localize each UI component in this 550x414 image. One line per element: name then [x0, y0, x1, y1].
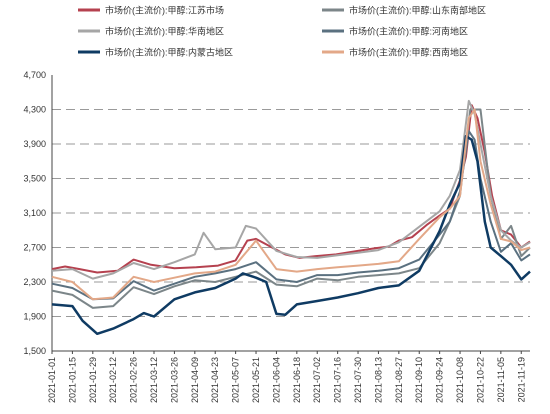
- y-tick-label: 2,300: [23, 277, 46, 287]
- x-tick-label: 2021-11-05: [496, 357, 506, 402]
- legend-label: 市场价(主流价):甲醇:山东南部地区: [349, 5, 486, 16]
- legend-label: 市场价(主流价):甲醇:内蒙古地区: [105, 47, 233, 58]
- x-tick-label: 2021-08-27: [394, 357, 404, 403]
- y-tick-label: 4,700: [23, 70, 46, 80]
- x-tick-label: 2021-04-23: [210, 357, 220, 403]
- series-line-4: [51, 130, 531, 301]
- y-tick-label: 3,500: [23, 174, 46, 184]
- y-tick-label: 1,900: [23, 312, 46, 322]
- series-line-1: [51, 104, 531, 274]
- x-tick-label: 2021-08-13: [373, 357, 383, 403]
- x-tick-label: 2021-01-29: [88, 357, 98, 403]
- x-tick-label: 2021-04-09: [190, 357, 200, 403]
- series-line-5: [51, 134, 531, 336]
- x-tick-label: 2021-10-08: [455, 357, 465, 403]
- legend-label: 市场价(主流价):甲醇:华南地区: [105, 26, 224, 37]
- legend: 市场价(主流价):甲醇:江苏市场 市场价(主流价):甲醇:山东南部地区市场价(主流…: [78, 5, 486, 58]
- x-tick-label: 2021-02-26: [129, 357, 139, 403]
- x-tick-label: 2021-11-19: [516, 357, 526, 402]
- x-tick-label: 2021-09-24: [435, 357, 445, 403]
- y-tick-label: 3,100: [23, 208, 46, 218]
- x-tick-label: 2021-01-01: [47, 357, 57, 403]
- x-axis: 2021-01-01 2021-01-15 2021-01-29 2021-02-12…: [47, 350, 530, 403]
- y-tick-label: 3,900: [23, 139, 46, 149]
- series-lines: [51, 99, 531, 336]
- x-tick-label: 2021-07-02: [312, 357, 322, 403]
- x-tick-label: 2021-05-07: [231, 357, 241, 403]
- y-tick-label: 2,700: [23, 243, 46, 253]
- x-tick-label: 2021-02-12: [108, 357, 118, 403]
- x-tick-label: 2021-05-21: [251, 357, 261, 403]
- y-tick-label: 4,300: [23, 105, 46, 115]
- x-tick-label: 2021-01-15: [67, 357, 77, 403]
- x-tick-label: 2021-03-26: [169, 357, 179, 403]
- legend-label: 市场价(主流价):甲醇:江苏市场: [105, 5, 224, 16]
- x-tick-label: 2021-06-18: [292, 357, 302, 403]
- series-line-3: [51, 99, 531, 280]
- x-tick-label: 2021-07-30: [353, 357, 363, 403]
- series-line-6: [51, 108, 531, 301]
- y-tick-label: 1,500: [23, 346, 46, 356]
- legend-label: 市场价(主流价):甲醇:西南地区: [349, 47, 468, 58]
- x-tick-label: 2021-10-22: [475, 357, 485, 403]
- x-tick-label: 2021-07-16: [333, 357, 343, 403]
- y-axis: 4,700 4,300 3,900 3,500 3,100 2,700 2,300 1,900…: [23, 70, 53, 356]
- x-tick-label: 2021-09-10: [414, 357, 424, 403]
- series-line-2: [51, 108, 531, 309]
- x-tick-label: 2021-03-12: [149, 357, 159, 403]
- x-tick-label: 2021-06-04: [271, 357, 281, 403]
- legend-label: 市场价(主流价):甲醇:河南地区: [349, 26, 468, 37]
